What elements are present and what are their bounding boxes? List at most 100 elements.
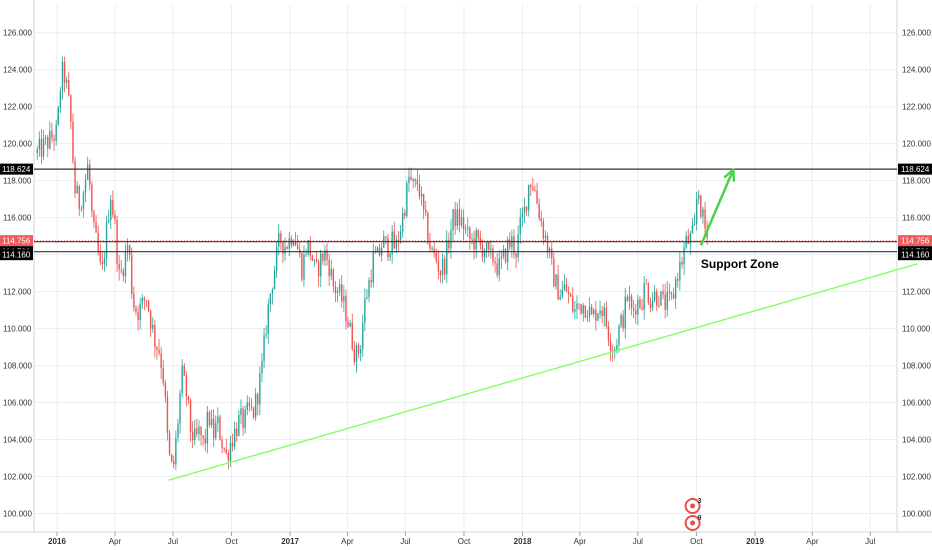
candle-body — [624, 296, 626, 329]
candle-body — [456, 209, 458, 227]
candle-body — [614, 349, 616, 351]
candle-body — [265, 333, 267, 336]
candle-body — [152, 324, 154, 329]
candle-body — [521, 213, 524, 218]
candle-body — [233, 428, 236, 447]
y-tick-label-left: 110.000 — [3, 325, 32, 334]
candle-body — [38, 138, 41, 150]
candle-body — [450, 230, 452, 249]
candle-body — [691, 224, 694, 234]
candle-body — [471, 238, 473, 240]
candle-body — [103, 258, 106, 265]
candle-body — [674, 279, 677, 299]
candle-body — [582, 305, 584, 314]
candle-body — [412, 179, 414, 182]
candle-body — [141, 297, 143, 304]
candle-body — [311, 255, 314, 261]
candle-body — [425, 209, 427, 213]
candle-body — [271, 289, 274, 294]
candle-body — [401, 212, 404, 232]
candle-body — [208, 411, 211, 426]
candle-body — [557, 274, 559, 300]
drawing-overlays: Support Zone — [34, 168, 918, 481]
candle-body — [131, 254, 133, 295]
candle-body — [309, 240, 311, 256]
y-tick-label-left: 116.000 — [3, 214, 32, 223]
candle-body — [147, 300, 150, 311]
candle-body — [593, 309, 595, 315]
candle-body — [416, 179, 419, 185]
candle-body — [441, 258, 444, 276]
candle-body — [122, 270, 125, 277]
candle-body — [158, 349, 160, 354]
candle-body — [500, 256, 503, 259]
candle-body — [404, 212, 406, 216]
candle-body — [626, 296, 629, 301]
candle-body — [601, 310, 603, 317]
candle-body — [206, 411, 209, 444]
candle-body — [538, 203, 540, 219]
candle-body — [494, 261, 496, 264]
candle-body — [679, 261, 681, 281]
candle-body — [395, 239, 398, 249]
candle-body — [357, 345, 360, 354]
candle-body — [668, 291, 671, 293]
candle-body — [555, 274, 557, 287]
candle-body — [368, 279, 370, 298]
candle-body — [269, 293, 272, 305]
candle-body — [53, 138, 55, 141]
candle-body — [689, 233, 692, 244]
candle-body — [324, 250, 326, 261]
candle-body — [223, 447, 225, 449]
candle-body — [282, 242, 284, 254]
candle-body — [607, 326, 610, 341]
y-tick-label-left: 100.000 — [3, 510, 32, 519]
candle-body — [513, 236, 515, 254]
candle-body — [101, 262, 104, 265]
candle-body — [590, 306, 593, 315]
x-tick-label: Apr — [109, 537, 122, 546]
y-tick-label-left: 118.000 — [3, 177, 32, 186]
candle-body — [49, 130, 51, 149]
candle-body — [477, 229, 479, 238]
candle-body — [288, 238, 290, 249]
candle-body — [124, 251, 127, 277]
candle-body — [435, 253, 437, 261]
candle-body — [603, 307, 605, 317]
candle-body — [259, 372, 261, 405]
candle-body — [72, 121, 74, 162]
candle-body — [320, 253, 322, 277]
x-tick-label: Jul — [633, 537, 643, 546]
candle-body — [219, 416, 221, 440]
candle-body — [47, 137, 49, 149]
candle-body — [362, 322, 364, 350]
candle-body — [632, 308, 635, 311]
y-tick-label-right: 116.000 — [902, 214, 931, 223]
candle-body — [187, 396, 190, 400]
candle-body — [548, 248, 551, 252]
candle-body — [446, 239, 448, 275]
candle-body — [683, 247, 685, 265]
candle-body — [112, 199, 114, 215]
candle-body — [343, 295, 345, 302]
candle-body — [397, 239, 400, 242]
candle-body — [286, 246, 288, 249]
candle-body — [244, 409, 246, 429]
candle-body — [485, 241, 488, 251]
candle-body — [263, 335, 265, 362]
candle-body — [351, 322, 353, 350]
candle-body — [93, 211, 95, 222]
candle-body — [336, 291, 339, 294]
candle-body — [84, 179, 87, 193]
y-tick-label-right: 120.000 — [902, 140, 931, 149]
x-tick-label: Oct — [458, 537, 471, 546]
candle-body — [328, 259, 330, 277]
candle-body — [128, 245, 131, 255]
y-tick-label-right: 110.000 — [902, 325, 931, 334]
candle-body — [160, 353, 162, 369]
candle-body — [164, 382, 167, 397]
candle-body — [221, 439, 223, 448]
candle-body — [194, 428, 196, 440]
candle-body — [189, 399, 192, 432]
